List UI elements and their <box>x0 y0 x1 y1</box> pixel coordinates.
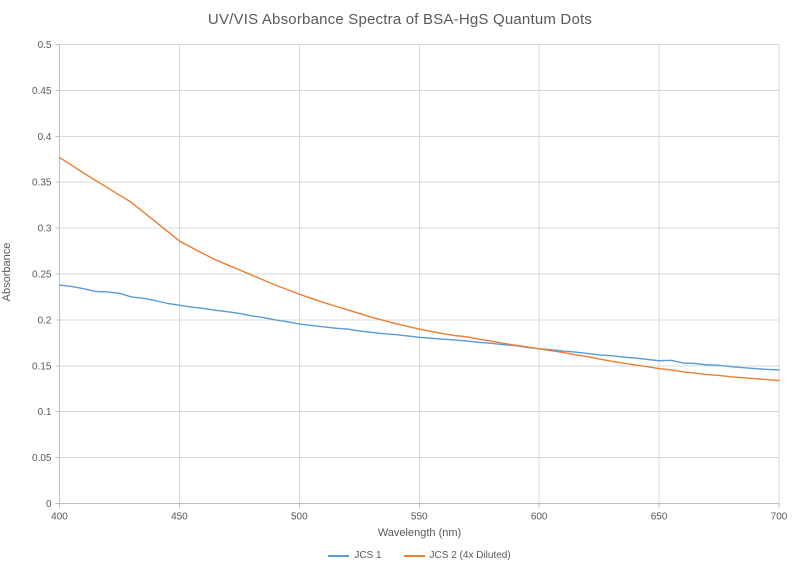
legend-label-jcs2: JCS 2 (4x Diluted) <box>429 550 511 561</box>
series-line-2 <box>58 156 780 382</box>
y-tick-label: 0.1 <box>38 407 52 418</box>
y-tick-label: 0.35 <box>32 178 52 189</box>
y-tick-label: 0.4 <box>38 132 52 143</box>
legend-label-jcs1: JCS 1 <box>354 550 382 561</box>
x-tick-label: 550 <box>411 512 428 523</box>
series-line-1 <box>58 284 780 371</box>
chart-title: UV/VIS Absorbance Spectra of BSA-HgS Qua… <box>207 11 593 28</box>
x-tick-label: 600 <box>531 512 548 523</box>
y-tick-label: 0.25 <box>32 270 52 281</box>
y-tick-label: 0.2 <box>38 315 52 326</box>
series-1-line-swatch <box>328 554 350 557</box>
legend-item-jcs2: JCS 2 (4x Diluted) <box>403 550 511 561</box>
x-tick-label: 700 <box>771 512 788 523</box>
series-2-line-swatch <box>403 554 425 557</box>
y-tick-label: 0.05 <box>32 453 52 464</box>
y-tick-label: 0 <box>46 499 52 510</box>
y-tick-label: 0.3 <box>38 224 52 235</box>
x-tick-label: 400 <box>51 512 68 523</box>
legend-item-jcs1: JCS 1 <box>328 550 382 561</box>
x-tick-label: 500 <box>291 512 308 523</box>
legend: JCS 1 JCS 2 (4x Diluted) <box>60 550 779 561</box>
y-axis-title: Absorbance <box>1 242 13 302</box>
y-tick-label: 0.15 <box>32 361 52 372</box>
y-tick-label: 0.5 <box>38 40 52 51</box>
x-tick-label: 450 <box>171 512 188 523</box>
x-axis-title: Wavelength (nm) <box>377 527 462 539</box>
y-tick-label: 0.45 <box>32 86 52 97</box>
x-tick-label: 650 <box>651 512 668 523</box>
